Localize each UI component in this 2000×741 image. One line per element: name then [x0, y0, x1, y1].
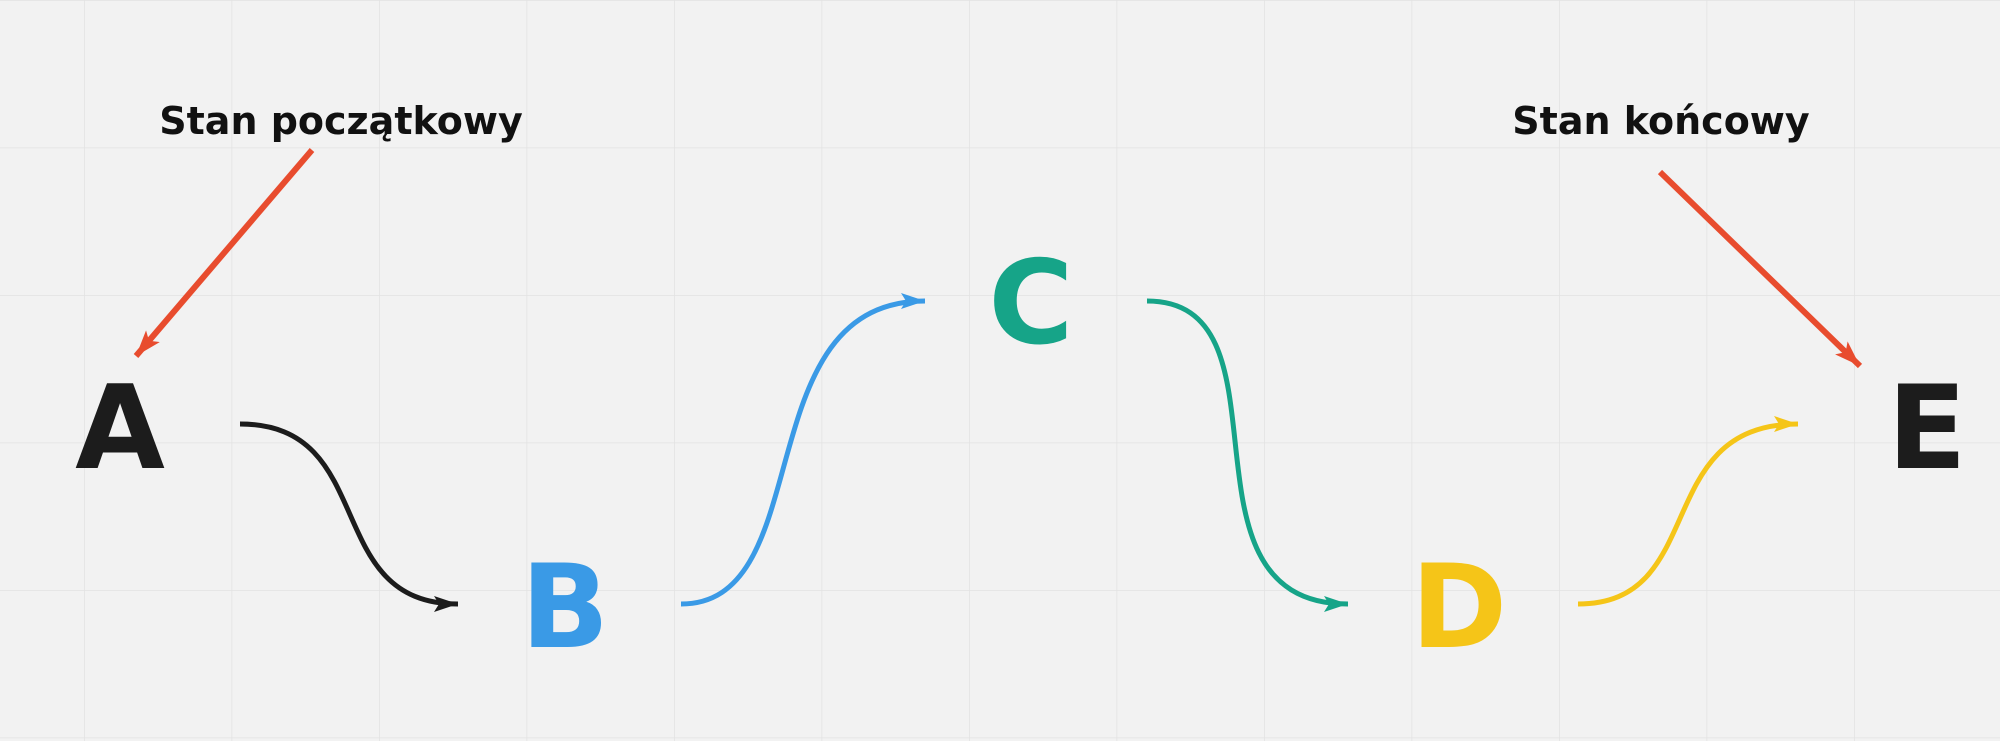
transition-a-to-b	[239, 421, 459, 612]
node-d: D	[1411, 540, 1507, 675]
node-a: A	[75, 361, 165, 496]
end-state-label: Stan końcowy	[1512, 99, 1810, 143]
start-pointer-arrow	[133, 148, 315, 358]
end-pointer-arrow	[1657, 169, 1863, 369]
transition-d-to-e	[1577, 416, 1799, 607]
node-e: E	[1887, 361, 1966, 496]
start-state-label: Stan początkowy	[159, 99, 523, 143]
node-c: C	[988, 236, 1073, 371]
transition-c-to-d	[1146, 298, 1349, 612]
transition-b-to-c	[680, 293, 926, 607]
node-b: B	[521, 540, 609, 675]
